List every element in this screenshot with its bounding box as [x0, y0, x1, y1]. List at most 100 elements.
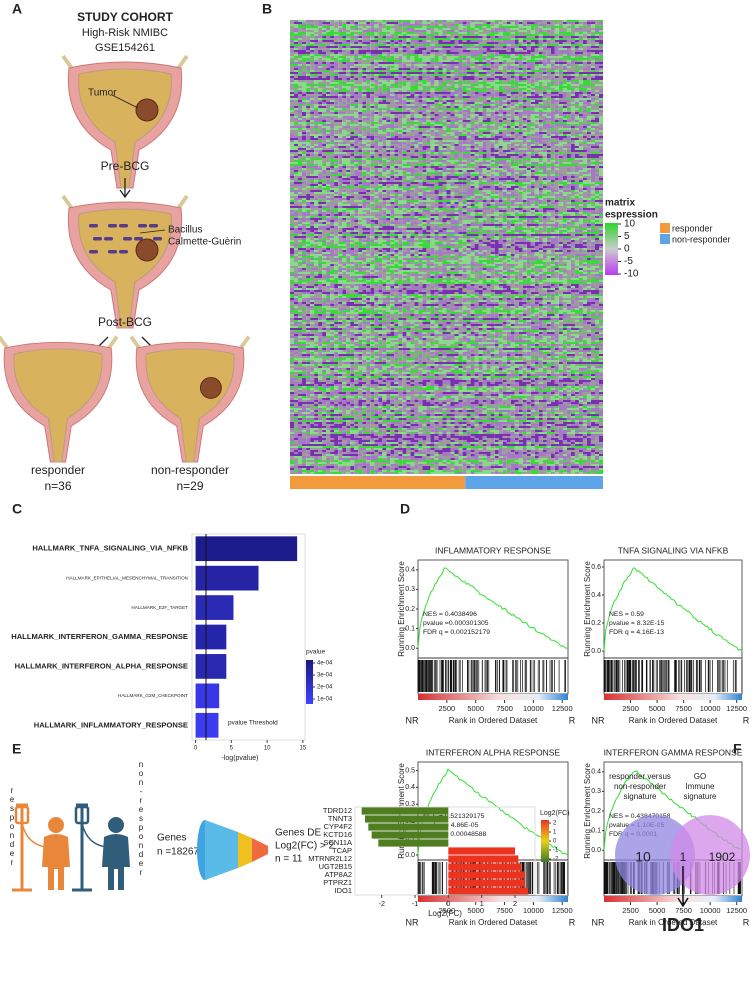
x-tick-label: 15	[300, 746, 307, 752]
y-axis-label: Running Enrichment Score	[583, 763, 592, 859]
group-n: n=36	[44, 479, 71, 493]
bacillus	[119, 250, 128, 254]
bacillus	[93, 237, 102, 241]
stat-text: pvalue =0.000301305	[423, 620, 489, 627]
group-name: non-responder	[151, 463, 229, 477]
bar	[195, 624, 227, 650]
y-tick-label: 0.2	[405, 606, 415, 613]
color-scale	[605, 223, 618, 275]
rank-gradient	[604, 896, 742, 902]
venn-label: non-responder	[614, 782, 666, 791]
gene-label: PTPRZ1	[323, 878, 352, 887]
bacillus	[104, 237, 113, 241]
de-label: n = 11	[275, 854, 303, 865]
bladder-inner	[13, 348, 103, 463]
category-label: HALLMARK_INTERFERON_ALPHA_RESPONSE	[15, 661, 188, 670]
body	[102, 834, 130, 890]
barcode-frame	[417, 657, 569, 695]
venn-count: 1	[680, 850, 687, 864]
panel-label: B	[262, 1, 272, 17]
bladder-illustration	[129, 335, 251, 463]
bladder-illustration	[0, 335, 119, 463]
stat-text: pvalue = 4.86E-05	[423, 822, 479, 829]
enrichment-curve	[603, 567, 743, 652]
y-tick-label: 0.4	[591, 592, 601, 599]
x-tick-label: 2500	[622, 704, 639, 713]
genes-label: Genes	[157, 833, 186, 844]
gene-label: TDRD12	[323, 806, 352, 815]
bar	[195, 683, 220, 709]
stat-text: pvalue = 8.32E-15	[609, 620, 665, 627]
patient-icon	[72, 803, 130, 892]
scale-tick-label: -2	[553, 857, 559, 863]
left-group: NR	[592, 715, 605, 725]
venn-label: GO	[694, 772, 706, 781]
cohort-dataset: GSE154261	[95, 42, 155, 54]
group-annotation	[465, 476, 603, 489]
cohort-title: STUDY COHORT	[77, 10, 173, 24]
head	[108, 817, 124, 833]
legend-label: non-responder	[672, 234, 731, 244]
heatmap-cells	[290, 20, 604, 474]
x-tick-label: 12500	[726, 906, 747, 915]
legend-title: Log2(FC)	[540, 810, 570, 817]
scale-tick-label: 3e-04	[317, 673, 333, 679]
gene-label: UGT2B15	[319, 862, 352, 871]
stat-text: FDR q = 0.002152179	[423, 629, 490, 636]
x-tick-label: 12500	[552, 704, 573, 713]
x-tick-label: 5000	[649, 704, 666, 713]
x-tick-label: 12500	[552, 906, 573, 915]
patient-icon	[12, 803, 70, 892]
gene-label: SCN11A	[323, 838, 352, 847]
x-tick-label: 7500	[675, 906, 692, 915]
legend-title: pvalue	[306, 649, 326, 656]
x-axis-label: Rank in Ordered Dataset	[629, 716, 718, 725]
gene-label: KCTD16	[323, 830, 352, 839]
result-gene: IDO1	[662, 915, 704, 935]
bar	[378, 839, 449, 847]
y-axis-label: Running Enrichment Score	[583, 561, 592, 657]
bacillus	[89, 224, 98, 228]
legend-title: espression	[605, 210, 658, 221]
y-tick-label: 0.4	[405, 567, 415, 574]
iv-line	[21, 822, 48, 848]
y-tick-label: 0.0	[405, 852, 415, 859]
x-tick-label: 2500	[622, 906, 639, 915]
bar	[448, 871, 525, 879]
x-tick-label: 7500	[496, 906, 513, 915]
x-axis-label: Log2(FC)	[428, 909, 462, 918]
bar	[448, 855, 519, 863]
scale-tick-label: 4e-04	[317, 661, 333, 667]
x-tick-label: -1	[412, 899, 419, 908]
bar	[195, 565, 259, 591]
y-tick-label: 0.3	[405, 586, 415, 593]
bacillus	[123, 237, 132, 241]
bladder-illustration	[61, 54, 189, 189]
group-name: responder	[31, 463, 85, 477]
x-axis-label: Rank in Ordered Dataset	[629, 918, 718, 927]
x-tick-label: 5000	[467, 704, 484, 713]
left-group: NR	[592, 917, 605, 927]
bacillus	[138, 224, 147, 228]
plot-frame	[417, 559, 569, 659]
bar	[195, 712, 219, 738]
category-label: HALLMARK_INTERFERON_GAMMA_RESPONSE	[11, 632, 188, 641]
tumor	[135, 98, 159, 122]
color-scale	[541, 820, 549, 862]
bar	[195, 654, 227, 679]
left-group: NR	[406, 715, 419, 725]
y-tick-label: 0.0	[405, 645, 415, 652]
funnel	[205, 820, 238, 880]
scale-tick-label: 5	[624, 231, 630, 242]
panel-label: F	[733, 741, 742, 757]
gene-label: TCAP	[332, 846, 352, 855]
legend-title: matrix	[605, 198, 635, 209]
scale-tick-label: 0	[553, 839, 557, 845]
scale-tick-label: 1	[553, 830, 557, 836]
tumor-pointer	[111, 94, 139, 109]
funnel	[252, 838, 268, 862]
cohort-subtitle: High-Risk NMIBC	[82, 27, 168, 39]
responder-vertical: responder	[8, 786, 17, 867]
rank-gradient	[604, 694, 742, 700]
plot-title: INTERFERON ALPHA RESPONSE	[426, 747, 560, 757]
